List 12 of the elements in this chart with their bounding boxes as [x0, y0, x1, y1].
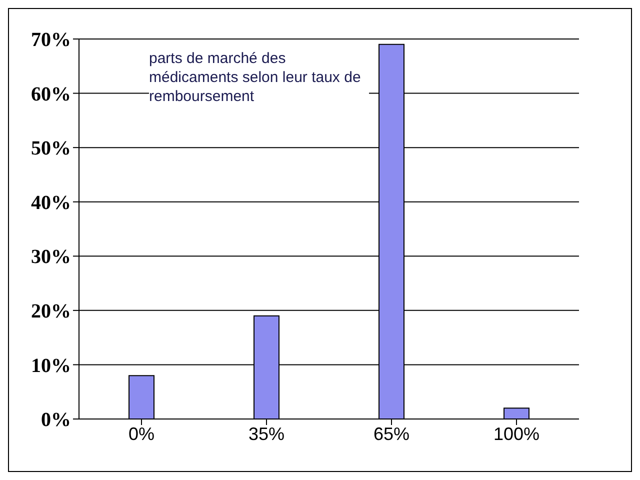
x-tick-label: 100% — [493, 424, 540, 444]
y-tick-label: 20% — [31, 300, 71, 323]
y-tick-label: 50% — [31, 138, 71, 160]
y-tick-label: 70% — [31, 29, 71, 52]
x-tick-label: 65% — [373, 424, 410, 444]
y-tick-label: 30% — [31, 246, 71, 268]
text: parts de marché des médicaments selon leur taux de remboursement — [149, 49, 369, 106]
y-tick-label: 40% — [31, 192, 71, 214]
x-tick-label: 35% — [248, 424, 285, 444]
x-tick-label: 0% — [128, 424, 155, 444]
y-tick-label: 60% — [31, 83, 71, 106]
y-tick-label: 10% — [31, 354, 71, 377]
